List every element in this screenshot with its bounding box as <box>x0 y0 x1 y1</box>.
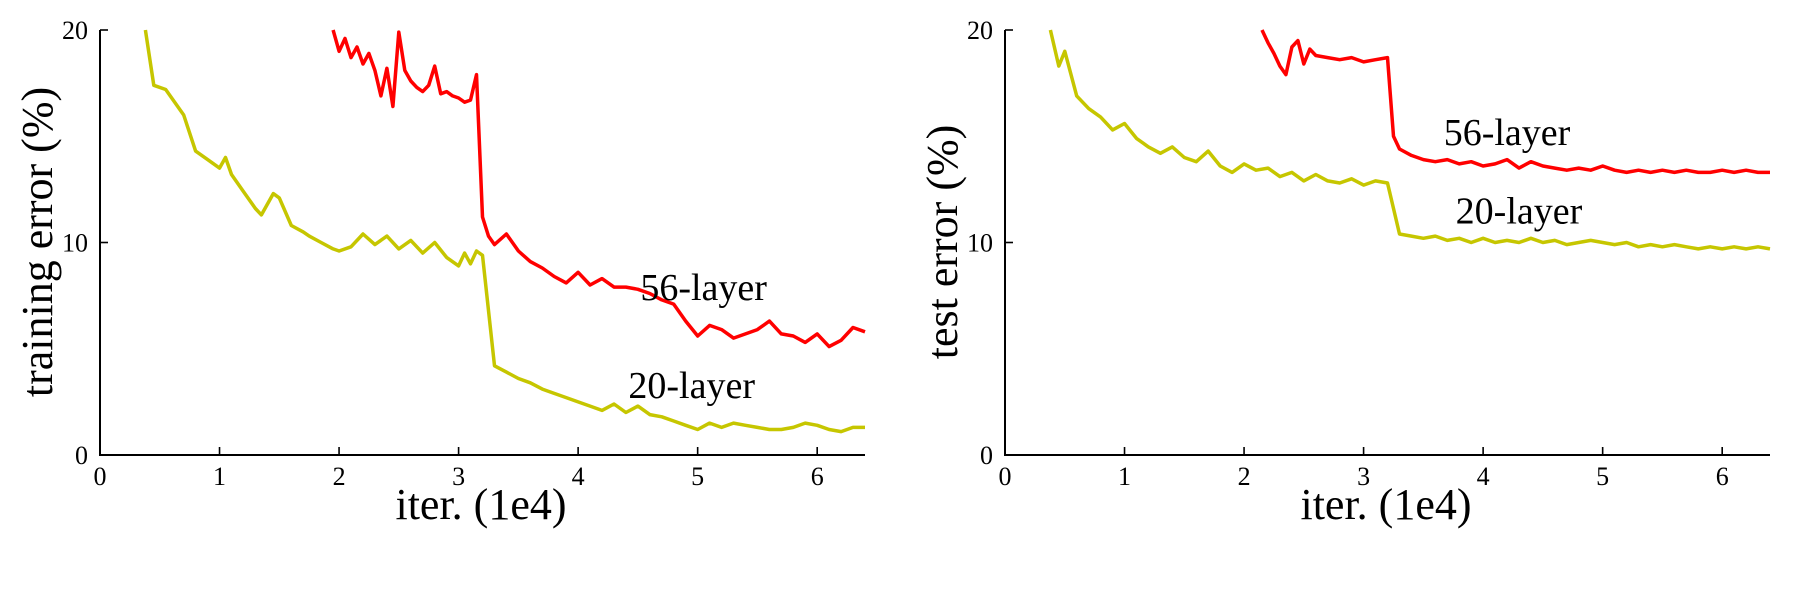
x-tick-label: 0 <box>999 462 1012 491</box>
x-axis-label-test: iter. (1e4) <box>1300 480 1472 529</box>
x-tick-label: 5 <box>691 462 704 491</box>
series-line-56-layer <box>331 29 866 349</box>
y-tick-label: 10 <box>62 229 88 258</box>
y-axis-label-training: training error (%) <box>13 86 62 398</box>
training-error-plot: 0 1 2 3 4 5 6 0 10 20 56-layer 20-layer <box>62 16 866 491</box>
test-error-plot: 0 1 2 3 4 5 6 0 10 20 56-layer 20-layer <box>967 16 1771 491</box>
x-tick-label: 6 <box>811 462 824 491</box>
y-axis-label-test: test error (%) <box>918 124 967 360</box>
x-tick-label: 4 <box>572 462 585 491</box>
training-error-panel: 0 1 2 3 4 5 6 0 10 20 56-layer 20-layer training er… <box>0 0 905 614</box>
y-tick-label: 20 <box>62 16 88 45</box>
x-tick-label: 2 <box>333 462 346 491</box>
x-tick-label: 2 <box>1238 462 1251 491</box>
y-tick-label: 10 <box>967 229 993 258</box>
x-tick-label: 0 <box>94 462 107 491</box>
x-tick-label: 1 <box>1118 462 1131 491</box>
test-error-panel: 0 1 2 3 4 5 6 0 10 20 56-layer 20-layer test error … <box>905 0 1810 614</box>
x-tick-label: 4 <box>1477 462 1490 491</box>
y-tick-label: 0 <box>75 441 88 470</box>
y-tick-label: 0 <box>980 441 993 470</box>
x-tick-label: 6 <box>1716 462 1729 491</box>
x-tick-label: 5 <box>1596 462 1609 491</box>
x-tick-label: 3 <box>452 462 465 491</box>
series-line-20-layer <box>1048 29 1771 251</box>
series-annotation-20-layer: 20-layer <box>628 365 755 407</box>
x-tick-label: 1 <box>213 462 226 491</box>
series-annotation-56-layer: 56-layer <box>640 267 767 309</box>
series-annotation-20-layer: 20-layer <box>1456 191 1583 233</box>
y-tick-label: 20 <box>967 16 993 45</box>
axis-line <box>1004 30 1770 456</box>
series-annotation-56-layer: 56-layer <box>1444 112 1571 154</box>
series-line-20-layer <box>143 29 865 434</box>
x-axis-label-training: iter. (1e4) <box>395 480 567 529</box>
x-tick-label: 3 <box>1357 462 1370 491</box>
series-line-56-layer <box>1260 29 1770 175</box>
